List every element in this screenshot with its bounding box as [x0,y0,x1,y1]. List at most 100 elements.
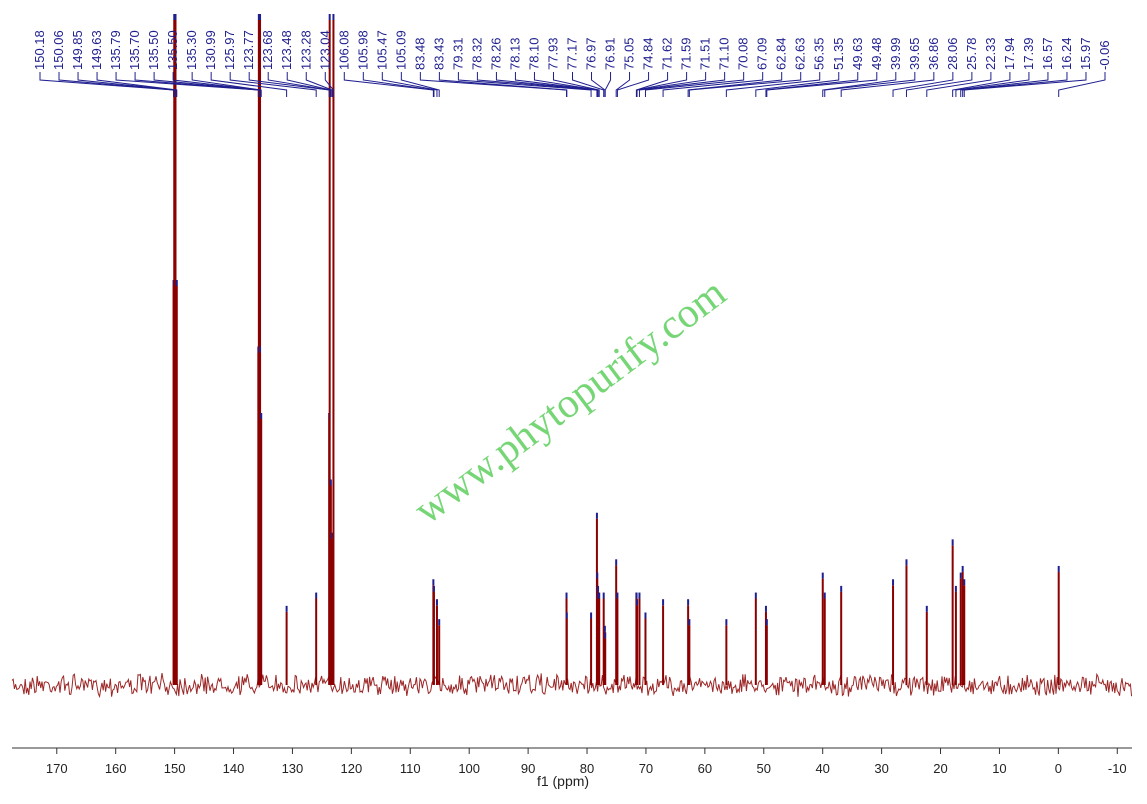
peak-label: 75.05 [622,37,637,70]
peak-label: 22.33 [983,37,998,70]
peak-leader [267,72,331,97]
peak-leader [134,72,260,97]
peak-leader [495,72,598,97]
peak-label: 135.79 [108,30,123,70]
peak-leader [229,72,317,97]
peak-leader [616,72,650,97]
peak-label: -0.06 [1097,40,1112,70]
peak-leader [286,72,332,97]
peak-leader [962,72,1068,97]
peak-leader [952,72,1011,97]
peak-label: 39.65 [907,37,922,70]
x-tick-label: 120 [341,761,363,776]
peak-label: 70.08 [736,37,751,70]
peak-leader [687,72,783,97]
x-tick-label: 90 [521,761,535,776]
peak-label: 123.04 [317,30,332,70]
peak-leader [58,72,175,97]
peak-leader [305,72,333,97]
x-tick-label: 20 [933,761,947,776]
peak-label: 15.97 [1078,37,1093,70]
peak-label: 78.26 [488,37,503,70]
peak-label: 105.98 [355,30,370,70]
peak-label: 149.63 [89,30,104,70]
peak-label: 123.48 [279,30,294,70]
peak-label: 77.17 [565,37,580,70]
peak-leader [552,72,600,97]
peak-leader [840,72,935,97]
peak-label: 125.97 [222,30,237,70]
peak-label: 51.35 [831,37,846,70]
peak-leader [636,72,707,97]
peak-leader [343,72,434,97]
peak-label: 135.50 [165,30,180,70]
peak-leader [822,72,897,97]
watermark: www.phytopurify.com [406,270,735,534]
peak-label: 77.93 [545,37,560,70]
peak-leader [765,72,859,97]
x-tick-label: 130 [282,761,304,776]
x-tick-label: 170 [46,761,68,776]
peak-label: 135.70 [127,30,142,70]
peak-label: 16.57 [1040,37,1055,70]
peak-leader [191,72,262,97]
x-tick-label: 70 [639,761,653,776]
peak-leader [960,72,1049,97]
peak-label: 150.06 [51,30,66,70]
peak-leader [533,72,599,97]
peak-leader [766,72,878,97]
x-tick-label: 60 [698,761,712,776]
peak-label: 76.97 [584,37,599,70]
peak-label: 123.68 [260,30,275,70]
peak-leader [438,72,568,97]
peak-label: 25.78 [964,37,979,70]
peak-leader [362,72,435,97]
peak-leader [824,72,916,97]
peak-leader [572,72,605,97]
peak-label: 17.94 [1002,37,1017,70]
peak-label: 39.99 [888,37,903,70]
peak-label: 36.86 [926,37,941,70]
peak-label: 105.47 [374,30,389,70]
peak-label: 67.09 [755,37,770,70]
peak-label: 16.24 [1059,37,1074,70]
peak-leader [77,72,176,97]
peak-label: 78.13 [507,37,522,70]
peak-leader [96,72,178,97]
x-tick-label: 0 [1055,761,1062,776]
peak-label: 71.10 [717,37,732,70]
peak-label: 71.62 [660,37,675,70]
peak-leader [644,72,745,97]
peak-label: 83.48 [412,37,427,70]
peak-leader [926,72,992,97]
peak-leader [963,72,1087,97]
peak-label: 49.48 [869,37,884,70]
peak-leader [381,72,438,97]
peak-leader [604,72,612,97]
peak-label: 76.91 [603,37,618,70]
peak-label: 71.51 [698,37,713,70]
peak-leader [725,72,821,97]
peak-label: 149.85 [70,30,85,70]
peak-label: 79.31 [450,37,465,70]
x-tick-label: 40 [815,761,829,776]
peak-label: 28.06 [945,37,960,70]
x-tick-label: 110 [400,761,421,776]
peak-label: 150.18 [32,30,47,70]
peak-leader [1058,72,1106,97]
x-tick-label: 150 [164,761,186,776]
x-tick-label: 50 [757,761,771,776]
peak-label: 74.84 [641,37,656,70]
peak-label: 135.50 [146,30,161,70]
peak-label: 49.63 [850,37,865,70]
peak-leader [172,72,261,97]
peak-label: 78.10 [526,37,541,70]
peak-label: 105.09 [393,30,408,70]
x-tick-label: 160 [105,761,127,776]
peak-label: 83.43 [431,37,446,70]
peak-leader [400,72,440,97]
x-tick-label: 140 [223,761,245,776]
peak-label: 123.28 [298,30,313,70]
